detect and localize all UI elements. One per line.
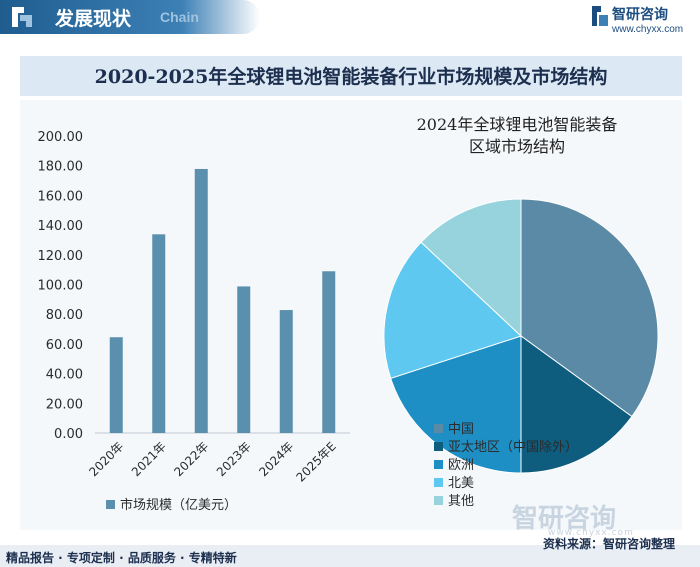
pie-legend-label: 欧洲	[448, 458, 474, 473]
bar	[237, 286, 251, 433]
header-subtitle: Chain	[160, 9, 199, 25]
y-tick-label: 40.00	[46, 368, 83, 383]
header-title: 发展现状	[55, 8, 132, 30]
y-tick-label: 80.00	[46, 308, 83, 323]
bar	[194, 168, 208, 433]
chart-svg: 0.00 20.00 40.00 60.00 80.00 100.00 120.00 140.…	[38, 115, 659, 513]
pie-title: 2024年全球锂电池智能装备	[417, 115, 618, 134]
bar	[279, 310, 293, 433]
y-tick-label: 140.00	[38, 219, 84, 234]
y-tick-label: 200.00	[38, 130, 84, 145]
pie-legend-swatch	[434, 478, 443, 487]
pie-legend-label: 中国	[448, 422, 474, 437]
header-bar	[0, 0, 260, 34]
pie-legend-swatch	[434, 460, 443, 469]
source-note: 资料来源：智研咨询整理	[543, 537, 676, 551]
y-tick-label: 180.00	[38, 160, 84, 175]
bar	[322, 271, 336, 433]
pie-legend-label: 北美	[448, 476, 474, 491]
pie-legend-swatch	[434, 424, 443, 433]
pie-legend-swatch	[434, 496, 443, 505]
header-logo-icon	[12, 7, 32, 27]
footer-tagline: 精品报告 · 专项定制 · 品质服务 · 专精特新	[6, 551, 237, 565]
pie-slice	[520, 335, 633, 474]
x-tick-label: 2024年	[256, 439, 296, 479]
bar-legend-label: 市场规模（亿美元）	[120, 497, 237, 513]
pie-slice	[420, 198, 522, 338]
x-tick-label: 2020年	[86, 439, 126, 479]
header: 发展现状 Chain 智研咨询 www.chyxx.com	[0, 0, 700, 40]
title-band	[20, 56, 682, 96]
x-tick-label: 2025年E	[294, 439, 339, 484]
y-tick-label: 100.00	[38, 279, 84, 294]
x-tick-label: 2022年	[171, 439, 211, 479]
pie-legend-label: 亚太地区（中国除外）	[448, 440, 578, 455]
y-tick-label: 60.00	[46, 338, 83, 353]
pie-slice	[520, 198, 659, 418]
x-tick-label: 2021年	[129, 439, 169, 479]
bar-legend-swatch	[106, 500, 115, 509]
chart-panel: 0.00 20.00 40.00 60.00 80.00 100.00 120.00 140.…	[20, 100, 682, 530]
watermark-url: www.chyxx.com	[548, 528, 634, 538]
brand-name: 智研咨询	[612, 7, 668, 23]
brand-logo-icon	[592, 6, 608, 26]
y-tick-label: 20.00	[46, 397, 83, 412]
x-tick-label: 2023年	[214, 439, 254, 479]
bar	[109, 337, 123, 433]
brand-url: www.chyxx.com	[612, 24, 684, 35]
y-tick-label: 120.00	[38, 249, 84, 264]
main-title: 2020-2025年全球锂电池智能装备行业市场规模及市场结构	[94, 66, 608, 88]
watermark-text: 智研咨询	[512, 504, 617, 534]
footer-bar	[0, 545, 700, 567]
y-tick-label: 160.00	[38, 189, 84, 204]
pie-title: 区域市场结构	[469, 137, 565, 156]
y-tick-label: 0.00	[54, 427, 83, 442]
pie-legend-label: 其他	[448, 494, 474, 509]
pie-legend-swatch	[434, 442, 443, 451]
pie-slice	[383, 241, 522, 379]
bar	[152, 234, 166, 433]
